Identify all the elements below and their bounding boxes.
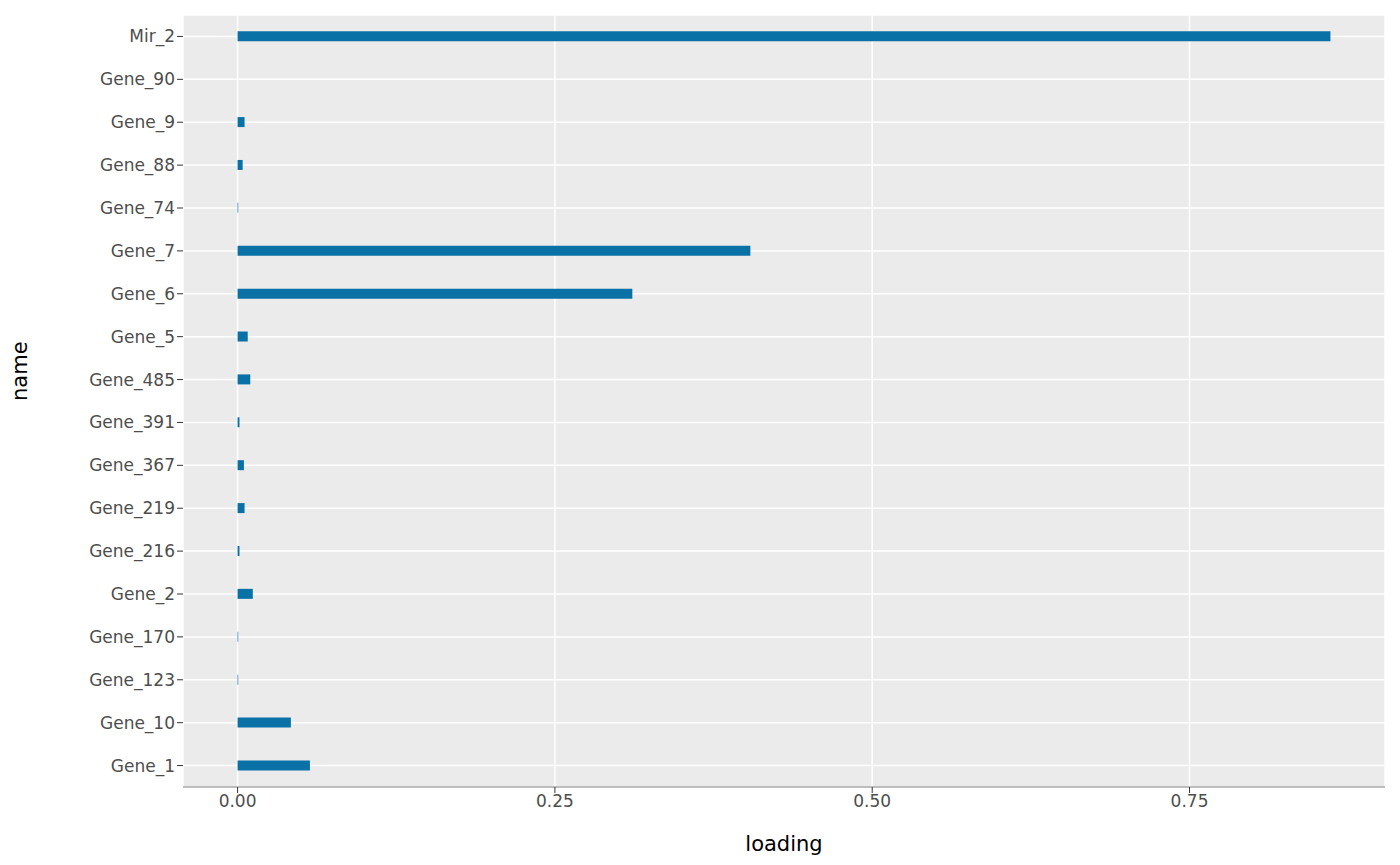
svg-text:Gene_367: Gene_367: [89, 455, 175, 476]
svg-text:Gene_485: Gene_485: [89, 370, 175, 391]
svg-text:Gene_219: Gene_219: [89, 498, 175, 519]
svg-text:Gene_5: Gene_5: [111, 327, 175, 348]
svg-text:Gene_90: Gene_90: [100, 69, 175, 90]
svg-text:Gene_88: Gene_88: [100, 155, 175, 176]
svg-text:Gene_123: Gene_123: [89, 670, 175, 691]
svg-text:Gene_216: Gene_216: [89, 541, 175, 562]
svg-text:Gene_74: Gene_74: [100, 198, 175, 219]
svg-text:Gene_391: Gene_391: [89, 412, 175, 433]
svg-text:Mir_2: Mir_2: [129, 26, 175, 47]
svg-text:Gene_7: Gene_7: [111, 241, 175, 262]
svg-text:0.00: 0.00: [219, 791, 257, 811]
svg-text:Gene_1: Gene_1: [111, 756, 175, 777]
svg-text:Gene_2: Gene_2: [111, 584, 175, 605]
svg-text:Gene_10: Gene_10: [100, 713, 175, 734]
svg-text:0.25: 0.25: [536, 791, 574, 811]
svg-text:0.75: 0.75: [1171, 791, 1209, 811]
svg-text:Gene_6: Gene_6: [111, 284, 175, 305]
svg-text:loading: loading: [745, 832, 822, 856]
svg-text:Gene_9: Gene_9: [111, 112, 175, 133]
svg-text:Gene_170: Gene_170: [89, 627, 175, 648]
svg-text:name: name: [8, 341, 32, 401]
svg-text:0.50: 0.50: [853, 791, 891, 811]
